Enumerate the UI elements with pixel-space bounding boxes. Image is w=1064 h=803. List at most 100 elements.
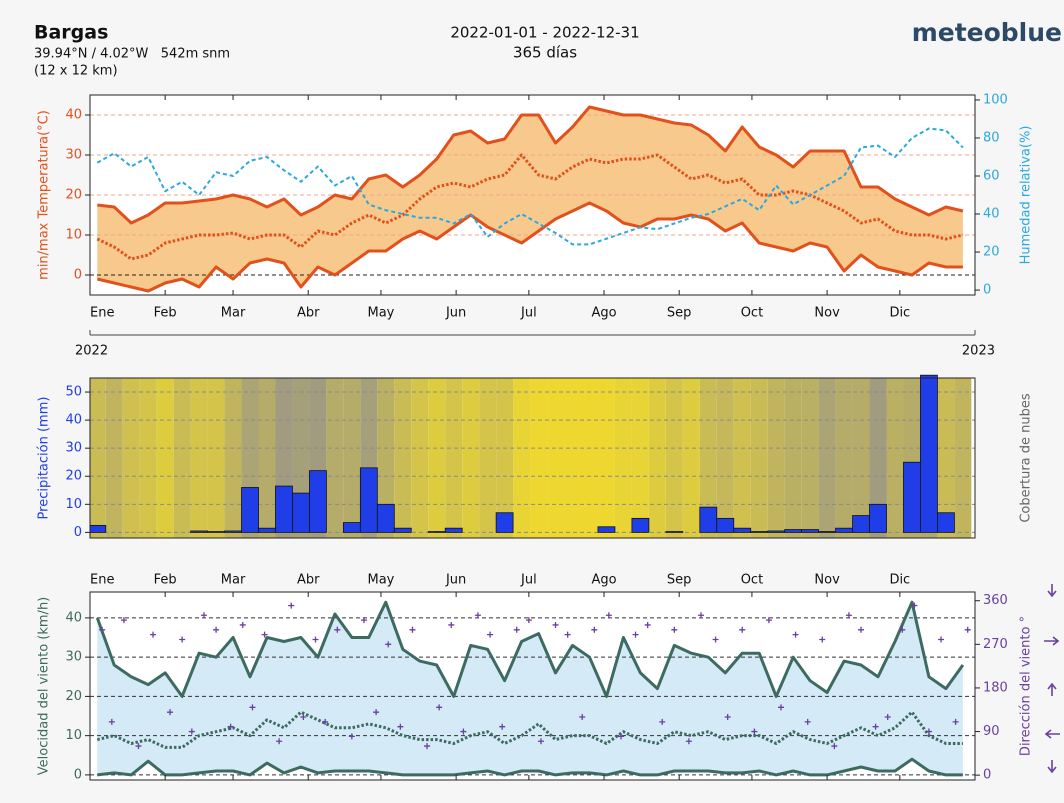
cloud-stripe [445,378,463,538]
plot-frame [89,377,976,539]
cloud-stripe [479,378,497,538]
x-tick-label: Sep [667,306,692,321]
y-tick-label: 30 [65,148,82,163]
direction-point [605,612,612,619]
range-band [97,602,963,775]
direction-point [409,626,416,633]
x-tick-label: Abr [297,573,320,588]
y-tick-label: 0 [74,767,82,782]
y2-tick-label: 60 [983,168,1000,183]
line-max [97,105,964,225]
cloud-stripe [648,378,666,538]
x-tick-label: Mar [221,306,246,321]
precip-bar [359,467,378,533]
direction-point [179,636,186,643]
x-tick-label: Ene [90,306,114,321]
x-tick-label: Ago [591,573,616,588]
cloud-stripe [699,378,717,538]
x-tick-label: May [368,306,395,321]
cloud-stripe [818,378,836,538]
direction-point [385,641,392,648]
y-tick-label: 40 [65,413,82,428]
x-tick-label: Nov [814,573,840,588]
y2-tick-label: 360 [983,593,1008,608]
direction-point [564,631,571,638]
direction-point [436,704,443,711]
direction-point [872,723,879,730]
y-tick-label: 0 [74,268,82,283]
x-tick-label: May [368,573,395,588]
y-tick-label: 30 [65,650,82,665]
precip-bar [818,531,836,533]
precip-bar [716,517,735,533]
direction-point [698,612,705,619]
direction-point [644,621,651,628]
precip-bar [393,527,412,533]
precip-bar [89,524,107,533]
chart-panel: 0 10 20 30 40 0 20 40 60 80 100 Ene Feb Mar Abr May Jun J… [37,92,1034,358]
precip-bar [207,531,225,533]
direction-point [618,733,624,740]
y-tick-label: 0 [74,525,82,540]
direction-point [778,704,785,711]
precip-bar [767,530,786,533]
direction-point [858,626,865,633]
precip-bar [631,517,650,533]
direction-point [819,636,826,643]
y-tick-label: 20 [65,469,82,484]
cloud-stripe [513,378,531,538]
cloud-stripe [682,378,700,538]
y2-tick-label: 90 [983,724,1000,739]
precip-bar [495,512,514,533]
direction-point [360,617,367,624]
direction-point [739,626,746,633]
direction-point [899,626,906,633]
cloud-stripe [665,378,683,538]
plot-frame [89,94,976,296]
direction-point [884,714,891,721]
y-tick-label: 30 [65,441,82,456]
precip-bar [665,531,684,533]
direction-point [671,626,678,633]
direction-point [845,612,852,619]
y2-tick-label: 270 [983,637,1008,652]
y-axis-label: Velocidad del viento (km/h) [37,597,52,775]
cloud-stripe [428,378,446,538]
direction-point [952,718,959,725]
direction-point [525,617,532,624]
location: Bargas [34,22,108,44]
cloud-stripe [614,378,632,538]
cloud-stripe [326,378,344,538]
precip-bar [224,530,242,533]
precip-bar [784,529,803,533]
cloud-stripe [886,378,904,538]
cloud-stripe [139,378,157,538]
y-tick-label: 10 [65,228,82,243]
chart-panel: 0 10 20 30 40 0 90 180 270 360 Ene Feb Mar Abr May Jun J… [37,573,1034,783]
y-tick-label: 40 [65,108,82,123]
direction-point [108,718,115,725]
cloud-stripe [156,378,174,538]
cloud-stripe [224,378,242,538]
y-tick-label: 10 [65,497,82,512]
y2-tick-label: 0 [983,283,991,298]
direction-point [938,636,945,643]
cloud-stripe [122,378,140,538]
cloud-stripe [852,378,870,538]
year-label: 2022 [75,344,108,359]
precip-bar [444,527,463,533]
cloud-stripe [462,378,480,538]
range-band [97,107,963,291]
direction-point [911,602,918,609]
cloud-stripe [937,378,955,538]
coordinates: 39.94°N / 4.02°W 542m snm [34,47,230,62]
wind-arrows [1044,584,1060,774]
y2-tick-label: 20 [983,245,1000,260]
x-tick-label: Jul [520,573,537,588]
cloud-stripe [343,378,361,538]
y2-tick-label: 40 [983,207,1000,222]
arrow-down [1047,760,1057,774]
cloud-stripe [530,378,548,538]
direction-point [249,704,256,711]
cloud-stripe [954,378,972,538]
